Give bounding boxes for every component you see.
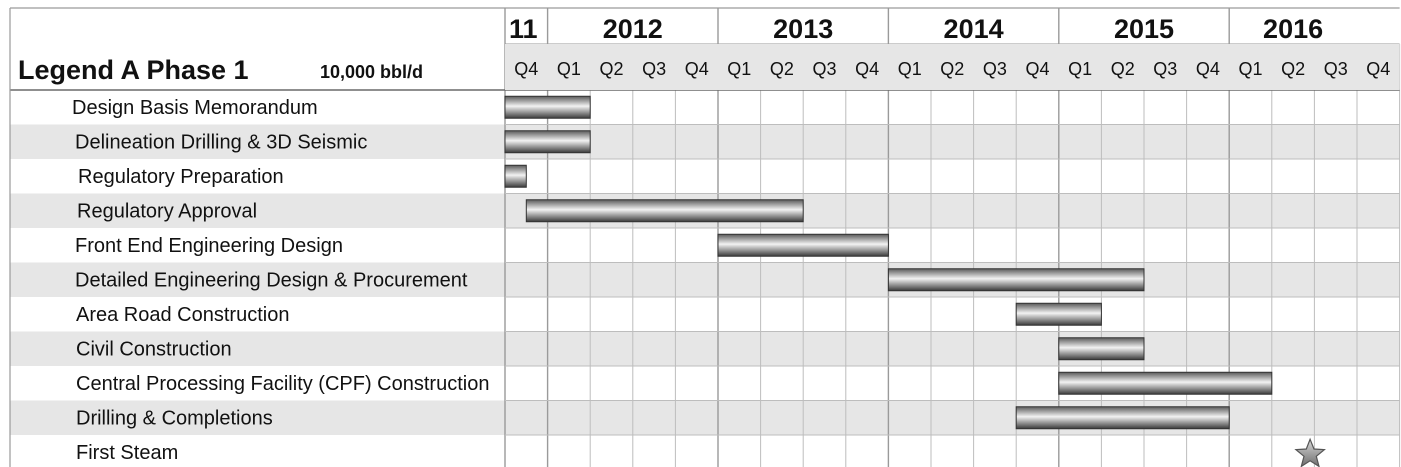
quarter-label: Q2: [1111, 59, 1135, 79]
quarter-label: Q1: [1068, 59, 1092, 79]
chart-subtitle: 10,000 bbl/d: [320, 62, 423, 82]
quarter-label: Q2: [770, 59, 794, 79]
task-bar: [1058, 337, 1145, 361]
year-label: 2013: [773, 14, 833, 44]
quarter-label: Q2: [599, 59, 623, 79]
task-bar: [504, 95, 591, 119]
quarter-label: Q3: [812, 59, 836, 79]
task-bars: [504, 95, 1326, 467]
task-label: Detailed Engineering Design & Procuremen…: [75, 270, 468, 292]
year-label: 2016: [1263, 14, 1323, 44]
quarter-label: Q1: [557, 59, 581, 79]
quarter-label: Q1: [727, 59, 751, 79]
row-band: [10, 262, 1400, 297]
chart-title: Legend A Phase 1: [18, 55, 249, 85]
quarter-label: Q1: [1238, 59, 1262, 79]
year-label: 2015: [1114, 14, 1174, 44]
task-label: Front End Engineering Design: [75, 235, 343, 257]
year-label: 2012: [603, 14, 663, 44]
quarter-label: Q3: [642, 59, 666, 79]
task-label: Drilling & Completions: [76, 408, 273, 430]
quarter-label: Q4: [1025, 59, 1049, 79]
quarter-label: Q4: [685, 59, 709, 79]
task-bar: [1015, 302, 1102, 326]
quarter-label: Q4: [514, 59, 538, 79]
year-label: 2014: [944, 14, 1004, 44]
row-band: [10, 124, 1400, 159]
quarter-label: Q4: [855, 59, 879, 79]
task-bar: [887, 268, 1145, 292]
task-label: Regulatory Preparation: [78, 166, 284, 188]
timeline-header: 11 2012 2013 2014 2015 2016 Q4 Q1 Q2 Q3 Q4 Q1 Q2 Q3 Q4…: [505, 14, 1400, 90]
task-bar: [525, 199, 804, 223]
task-bar: [1058, 371, 1273, 395]
task-label: Central Processing Facility (CPF) Constr…: [76, 373, 489, 395]
quarter-label: Q2: [940, 59, 964, 79]
quarter-label: Q3: [1153, 59, 1177, 79]
milestone-star: [1294, 437, 1326, 467]
task-label: First Steam: [76, 442, 178, 464]
quarter-header-band: [505, 44, 1400, 90]
quarter-label: Q3: [1324, 59, 1348, 79]
task-bar: [504, 164, 527, 188]
task-label: Design Basis Memorandum: [72, 97, 318, 119]
task-label: Civil Construction: [76, 339, 232, 361]
task-label: Regulatory Approval: [77, 201, 257, 223]
quarter-label: Q4: [1366, 59, 1390, 79]
task-label: Area Road Construction: [76, 304, 289, 326]
quarter-label: Q3: [983, 59, 1007, 79]
task-label: Delineation Drilling & 3D Seismic: [75, 132, 367, 154]
row-band: [10, 331, 1400, 366]
year-label: 11: [509, 14, 538, 44]
quarter-label: Q1: [898, 59, 922, 79]
task-bar: [504, 130, 591, 154]
task-bar: [717, 233, 889, 257]
quarter-label: Q4: [1196, 59, 1220, 79]
task-labels: Design Basis Memorandum Delineation Drill…: [72, 97, 489, 464]
quarter-label: Q2: [1281, 59, 1305, 79]
task-bar: [1015, 406, 1230, 430]
